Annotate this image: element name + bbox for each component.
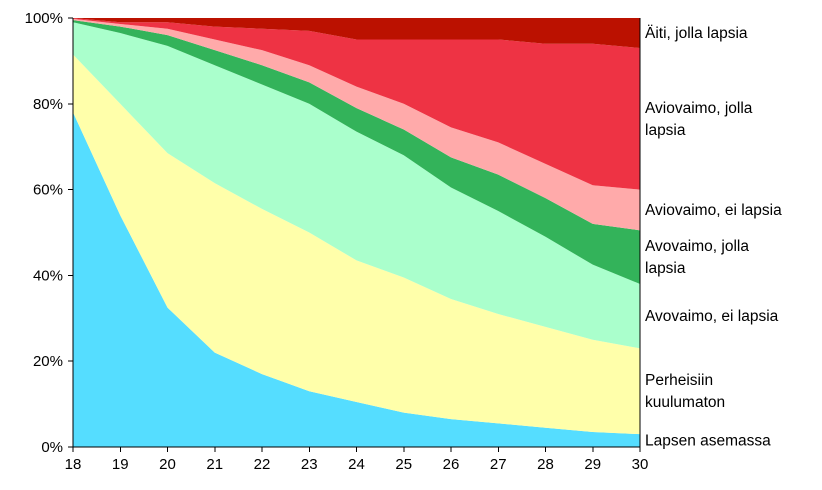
x-tick-label: 23 — [301, 456, 318, 473]
x-tick-label: 22 — [254, 456, 271, 473]
x-tick-label: 27 — [490, 456, 507, 473]
x-tick-label: 25 — [395, 456, 412, 473]
x-tick-label: 18 — [65, 456, 82, 473]
series-label: Aviovaimo, jolla — [645, 100, 753, 117]
x-axis-ticks: 18 19 20 21 22 23 24 25 26 27 28 29 30 — [65, 447, 649, 473]
y-tick-label: 0% — [41, 439, 63, 456]
x-tick-label: 21 — [206, 456, 223, 473]
series-label: lapsia — [645, 122, 686, 139]
series-label: Perheisiin — [645, 372, 713, 389]
series-label: lapsia — [645, 260, 686, 277]
area-series-group — [73, 18, 640, 447]
series-label: Avovaimo, jolla — [645, 238, 749, 255]
y-tick-label: 40% — [33, 267, 63, 284]
area-perheisiin-kuulumaton — [73, 54, 640, 435]
y-tick-label: 80% — [33, 96, 63, 113]
x-tick-label: 29 — [584, 456, 601, 473]
y-tick-label: 100% — [25, 10, 63, 27]
area-aviovaimo-jolla-lapsia — [73, 18, 640, 190]
x-tick-label: 20 — [159, 456, 176, 473]
series-labels: Lapsen asemassa Perheisiin kuulumaton Avova… — [645, 25, 782, 450]
series-label: Avovaimo, ei lapsia — [645, 308, 779, 325]
x-tick-label: 30 — [632, 456, 649, 473]
series-label: Äiti, jolla lapsia — [645, 25, 748, 42]
x-tick-label: 26 — [443, 456, 460, 473]
series-label: kuulumaton — [645, 394, 725, 411]
series-label: Lapsen asemassa — [645, 433, 771, 450]
x-tick-label: 24 — [348, 456, 365, 473]
series-label: Aviovaimo, ei lapsia — [645, 202, 782, 219]
area-aviovaimo-ei-lapsia — [73, 18, 640, 231]
area-avovaimo-ei-lapsia — [73, 22, 640, 349]
y-axis-ticks: 0% 20% 40% 60% 80% 100% — [25, 10, 73, 456]
y-tick-label: 60% — [33, 182, 63, 199]
area-lapsen-asemassa — [73, 112, 640, 447]
x-tick-label: 28 — [537, 456, 554, 473]
area-äiti-jolla-lapsia — [73, 18, 640, 49]
area-avovaimo-jolla-lapsia — [73, 20, 640, 284]
x-tick-label: 19 — [112, 456, 129, 473]
y-tick-label: 20% — [33, 353, 63, 370]
